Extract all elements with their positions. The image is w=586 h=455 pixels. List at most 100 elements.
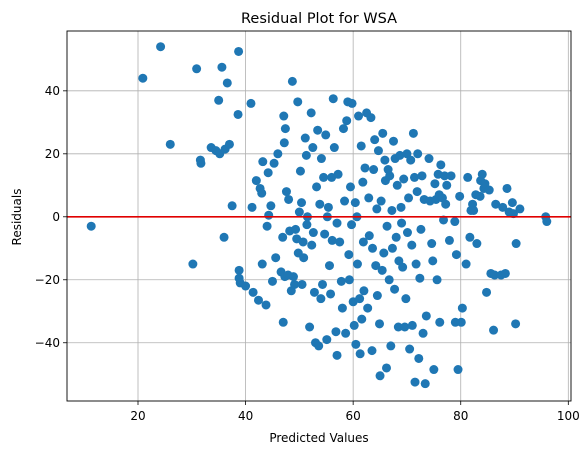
data-point <box>338 124 348 134</box>
data-point <box>418 328 428 338</box>
data-point <box>308 228 318 238</box>
data-point <box>266 201 276 211</box>
y-tick-label: −40 <box>35 336 60 350</box>
data-point <box>475 191 485 201</box>
data-point <box>393 322 403 332</box>
data-point <box>257 259 267 269</box>
y-axis-title: Residuals <box>10 189 24 246</box>
data-point <box>387 243 397 253</box>
x-tick-label: 40 <box>238 409 253 423</box>
data-point <box>354 111 364 121</box>
data-point <box>429 365 439 375</box>
data-point <box>219 232 229 242</box>
data-point <box>336 276 346 286</box>
data-point <box>439 215 449 225</box>
data-point <box>355 349 365 359</box>
data-point <box>271 253 281 263</box>
data-point <box>299 253 309 263</box>
data-point <box>280 124 290 134</box>
data-point <box>372 291 382 301</box>
data-point <box>349 320 359 330</box>
data-point <box>375 371 385 381</box>
data-point <box>267 276 277 286</box>
data-point <box>408 128 418 138</box>
data-point <box>368 243 378 253</box>
data-point <box>396 202 406 212</box>
x-tick-label: 60 <box>346 409 361 423</box>
data-point <box>308 143 318 153</box>
data-point <box>233 109 243 119</box>
data-point <box>387 205 397 215</box>
data-point <box>386 341 396 351</box>
data-point <box>188 259 198 269</box>
data-point <box>335 237 345 247</box>
data-point <box>398 262 408 272</box>
data-point <box>350 198 360 208</box>
data-point <box>262 221 272 231</box>
data-point <box>377 265 387 275</box>
data-point <box>376 196 386 206</box>
data-point <box>356 141 366 151</box>
data-point <box>290 279 300 289</box>
x-tick-label: 20 <box>130 409 145 423</box>
data-point <box>406 155 416 165</box>
data-point <box>358 237 368 247</box>
data-point <box>345 182 355 192</box>
data-point <box>257 188 267 198</box>
data-point <box>363 303 373 313</box>
data-point <box>352 259 362 269</box>
data-point <box>347 220 357 230</box>
data-point <box>491 199 501 209</box>
data-point <box>328 94 338 104</box>
data-point <box>287 76 297 86</box>
data-point <box>222 78 232 88</box>
data-point <box>253 295 263 305</box>
data-point <box>410 377 420 387</box>
data-point <box>300 133 310 143</box>
data-point <box>281 187 291 197</box>
data-point <box>416 224 426 234</box>
data-point <box>390 284 400 294</box>
data-point <box>288 272 298 282</box>
data-point <box>258 157 268 167</box>
data-point <box>461 259 471 269</box>
data-point <box>309 287 319 297</box>
data-point <box>322 335 332 345</box>
data-point <box>399 174 409 184</box>
data-point <box>413 149 423 159</box>
data-point <box>313 125 323 135</box>
data-point <box>241 281 251 291</box>
data-point <box>511 239 521 249</box>
data-point <box>477 169 487 179</box>
x-tick-label: 80 <box>453 409 468 423</box>
data-point <box>424 154 434 164</box>
data-point <box>463 172 473 182</box>
data-point <box>248 287 258 297</box>
data-point <box>279 138 289 148</box>
data-point <box>442 180 452 190</box>
data-point <box>359 286 369 296</box>
data-point <box>369 165 379 175</box>
data-point <box>414 353 424 363</box>
data-point <box>327 235 337 245</box>
data-point <box>247 202 257 212</box>
data-point <box>321 130 331 140</box>
data-point <box>417 171 427 181</box>
data-point <box>340 196 350 206</box>
data-point <box>246 98 256 108</box>
data-point <box>227 201 237 211</box>
data-point <box>298 237 308 247</box>
data-point <box>404 193 414 203</box>
data-point <box>490 270 500 280</box>
data-point <box>306 108 316 118</box>
data-point <box>324 261 334 271</box>
data-point <box>375 319 385 329</box>
plot-area-frame <box>66 30 572 402</box>
data-point <box>409 172 419 182</box>
data-point <box>269 158 279 168</box>
data-point <box>371 261 381 271</box>
data-point <box>391 232 401 242</box>
data-point <box>436 160 446 170</box>
data-point <box>341 328 351 338</box>
data-point <box>472 239 482 249</box>
